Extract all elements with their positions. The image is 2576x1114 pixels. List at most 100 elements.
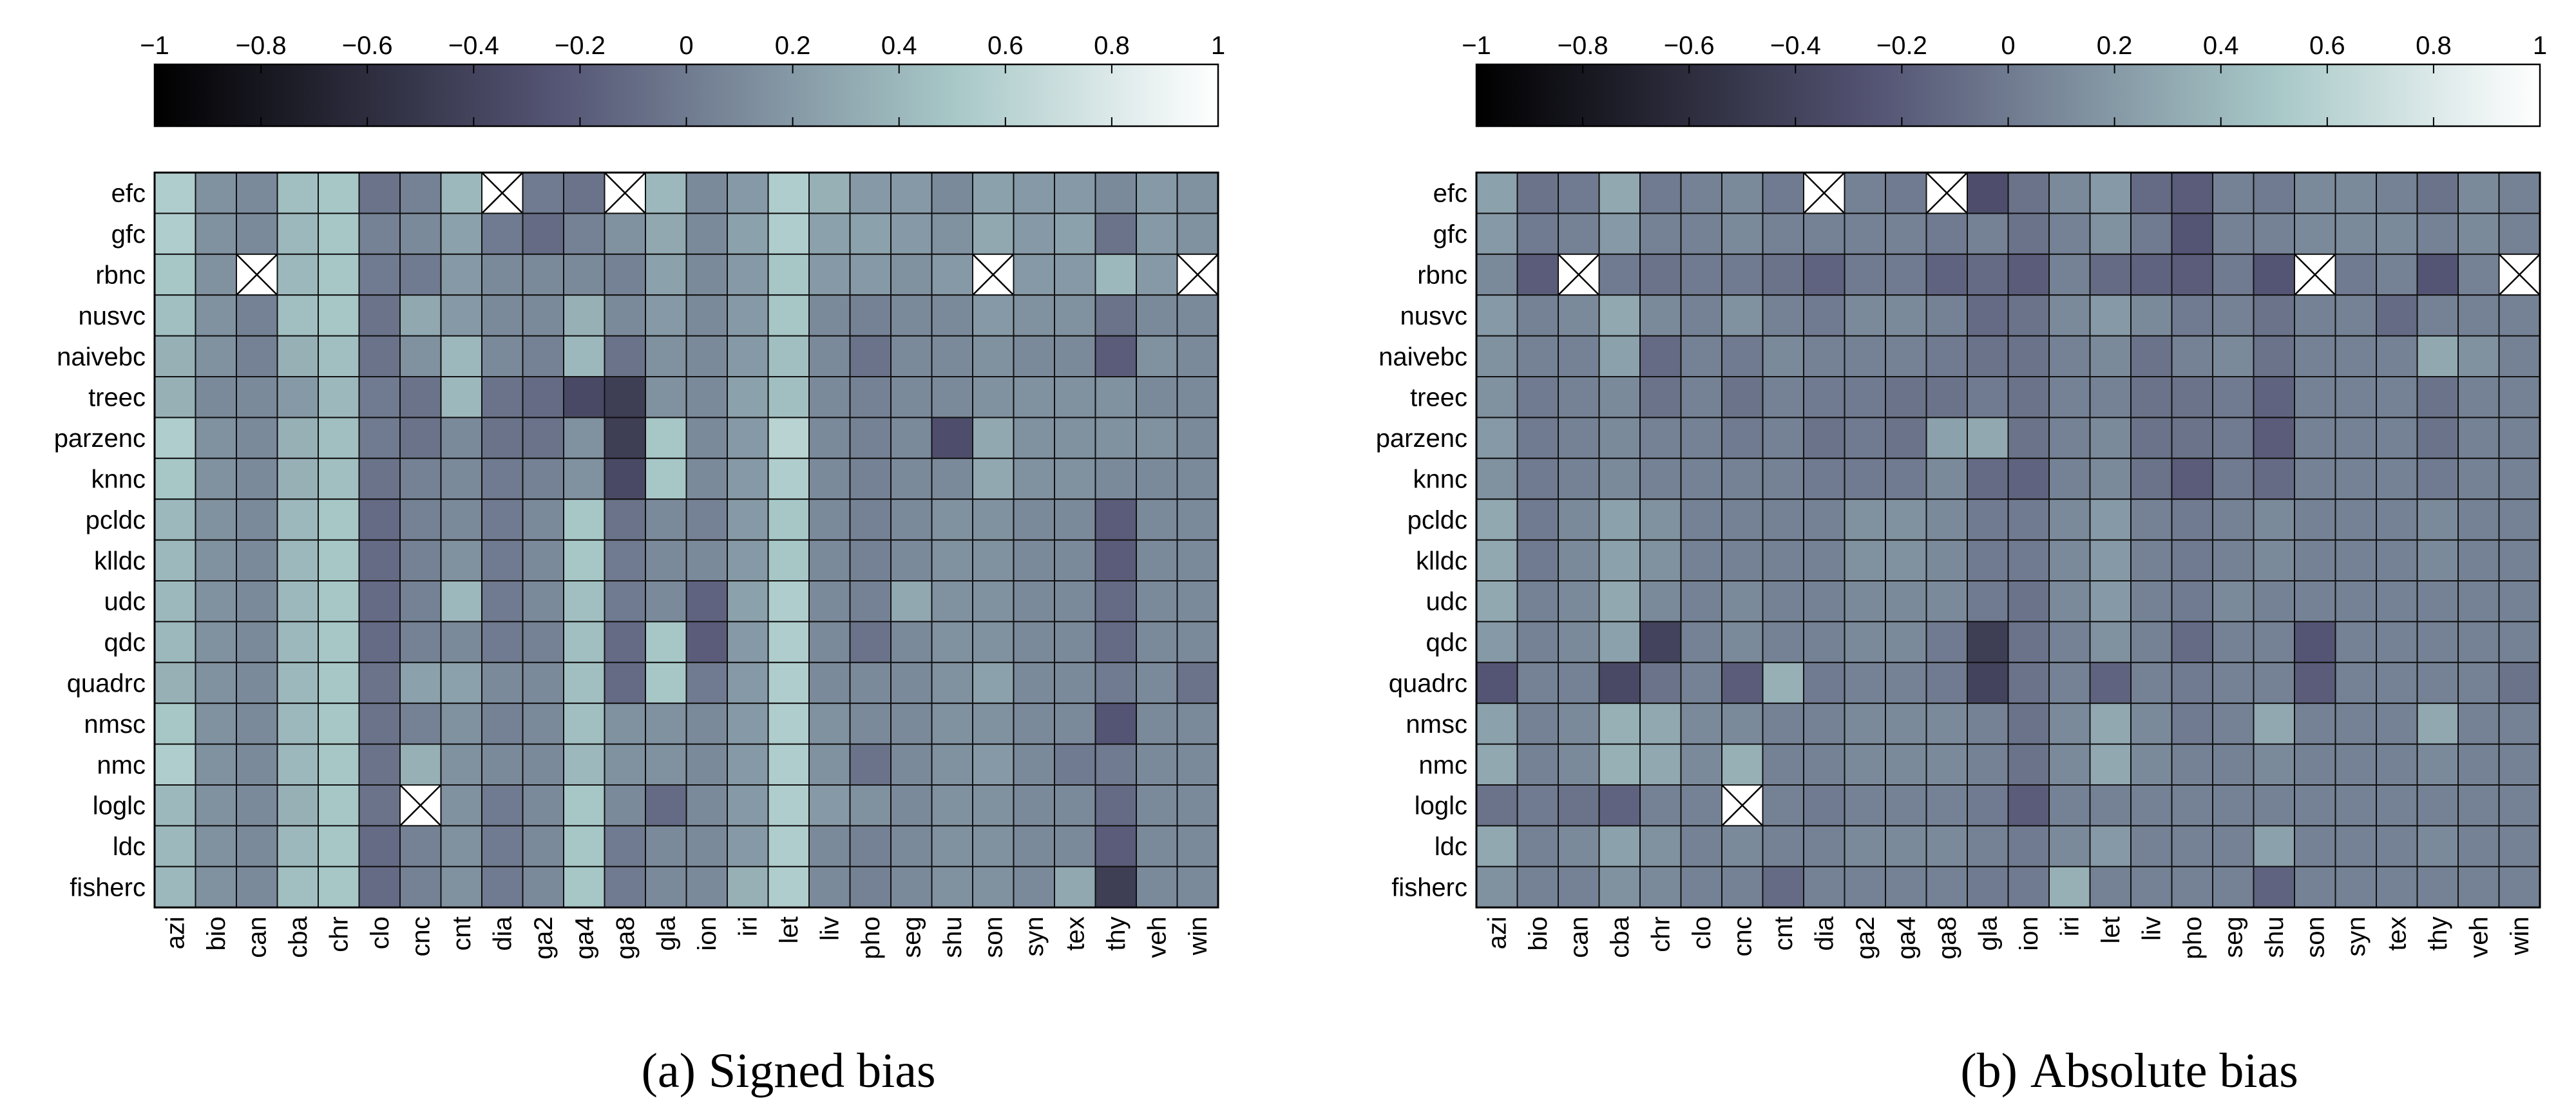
heatmap-cell [2334, 457, 2377, 500]
heatmap-cell [522, 498, 564, 541]
heatmap-cell [808, 661, 851, 704]
heatmap-cell [1925, 212, 1968, 255]
panel-signed-bias: −1 −0.8 −0.6 −0.4 −0.2 0 0.2 0.4 0.6 0.8 1 efc gfc rb… [54, 32, 1225, 1098]
heatmap-cell [1680, 417, 1722, 459]
heatmap-cell [563, 212, 606, 255]
heatmap-cell [2007, 661, 2050, 704]
heatmap-cell [604, 865, 646, 909]
heatmap-cell [727, 294, 769, 337]
heatmap-cell [1885, 825, 1927, 867]
heatmap-cell [318, 417, 360, 459]
heatmap-cell [1803, 865, 1846, 909]
heatmap-cell [440, 825, 482, 867]
heatmap-cell [1516, 253, 1559, 296]
heatmap-cell [931, 703, 973, 745]
heatmap-cell [685, 417, 728, 459]
colorbar-tick-label: −0.2 [1876, 32, 1927, 60]
heatmap-cell [1516, 417, 1559, 459]
heatmap-cell [1803, 621, 1846, 663]
heatmap-cell [2130, 661, 2173, 704]
heatmap-cell [2048, 253, 2091, 296]
heatmap-cell [1844, 335, 1886, 377]
column-label: can [1565, 916, 1594, 958]
heatmap-cell [2334, 417, 2377, 459]
heatmap-cell [563, 743, 606, 786]
heatmap-cell [1762, 743, 1804, 786]
heatmap-cell [318, 294, 360, 337]
heatmap-cell [1476, 825, 1518, 867]
heatmap-cell [276, 212, 319, 255]
heatmap-cell [276, 172, 319, 214]
heatmap-cell [1762, 457, 1804, 500]
heatmap-cell [849, 784, 892, 827]
heatmap-cell [685, 621, 728, 663]
heatmap-cell [2457, 335, 2500, 377]
heatmap-cell [1094, 661, 1137, 704]
heatmap-cell [2048, 376, 2091, 419]
heatmap-cell [1054, 294, 1096, 337]
heatmap-cell [2007, 539, 2050, 581]
heatmap-cell [1967, 498, 2009, 541]
missing-cross [1803, 172, 1846, 214]
heatmap-cell [1680, 539, 1722, 581]
heatmap-cell [440, 743, 482, 786]
heatmap-cell [563, 376, 606, 419]
heatmap-cell [604, 539, 646, 581]
column-label: cba [1606, 916, 1634, 958]
heatmap-cell [931, 784, 973, 827]
heatmap-cell [890, 212, 933, 255]
heatmap-cell [2212, 825, 2255, 867]
heatmap-cell [563, 661, 606, 704]
heatmap-cell [2294, 743, 2336, 786]
heatmap-cell [849, 621, 892, 663]
heatmap-cell [2457, 743, 2500, 786]
heatmap-cell [2334, 580, 2377, 623]
heatmap-cell [1967, 457, 2009, 500]
heatmap-cell [1925, 253, 1968, 296]
heatmap-cell [604, 457, 646, 500]
heatmap-cell [2457, 825, 2500, 867]
heatmap-cell [1136, 212, 1178, 255]
heatmap-cell [522, 253, 564, 296]
heatmap-cell [808, 212, 851, 255]
heatmap-cell [2212, 580, 2255, 623]
column-label: syn [1020, 916, 1049, 956]
heatmap-cell [2376, 212, 2418, 255]
heatmap-cell [1598, 825, 1641, 867]
heatmap-cell [1844, 376, 1886, 419]
heatmap-cell [1558, 498, 1600, 541]
heatmap-cell [2130, 457, 2173, 500]
heatmap-cell [399, 212, 442, 255]
heatmap-cell [236, 825, 278, 867]
heatmap-cell [890, 253, 933, 296]
heatmap-cell [1054, 743, 1096, 786]
heatmap-cell [2212, 417, 2255, 459]
heatmap-cell [685, 661, 728, 704]
heatmap-cell [1885, 743, 1927, 786]
heatmap-cell [1516, 580, 1559, 623]
heatmap-cell [1639, 417, 1682, 459]
heatmap-cell [2294, 294, 2336, 337]
colorbar-tick-label: 0.2 [2097, 32, 2133, 60]
heatmap-cell [1844, 825, 1886, 867]
heatmap-cell [1516, 212, 1559, 255]
heatmap-cell [1721, 580, 1764, 623]
heatmap-cell [1967, 212, 2009, 255]
heatmap-cell [1094, 294, 1137, 337]
heatmap-cell [2416, 743, 2459, 786]
heatmap-cell [767, 661, 810, 704]
heatmap-cell [685, 784, 728, 827]
heatmap-cell [2048, 498, 2091, 541]
column-label: ion [693, 916, 721, 950]
heatmap-cell [1925, 825, 1968, 867]
heatmap-cell [2376, 417, 2418, 459]
heatmap-cell [1054, 865, 1096, 909]
heatmap-cell [318, 784, 360, 827]
heatmap-cell [931, 498, 973, 541]
heatmap-cell [1639, 743, 1682, 786]
heatmap-cell [1094, 743, 1137, 786]
heatmap-cell [645, 498, 687, 541]
column-label: ga2 [1851, 916, 1880, 959]
heatmap-cell [645, 253, 687, 296]
heatmap-cell [2457, 865, 2500, 909]
